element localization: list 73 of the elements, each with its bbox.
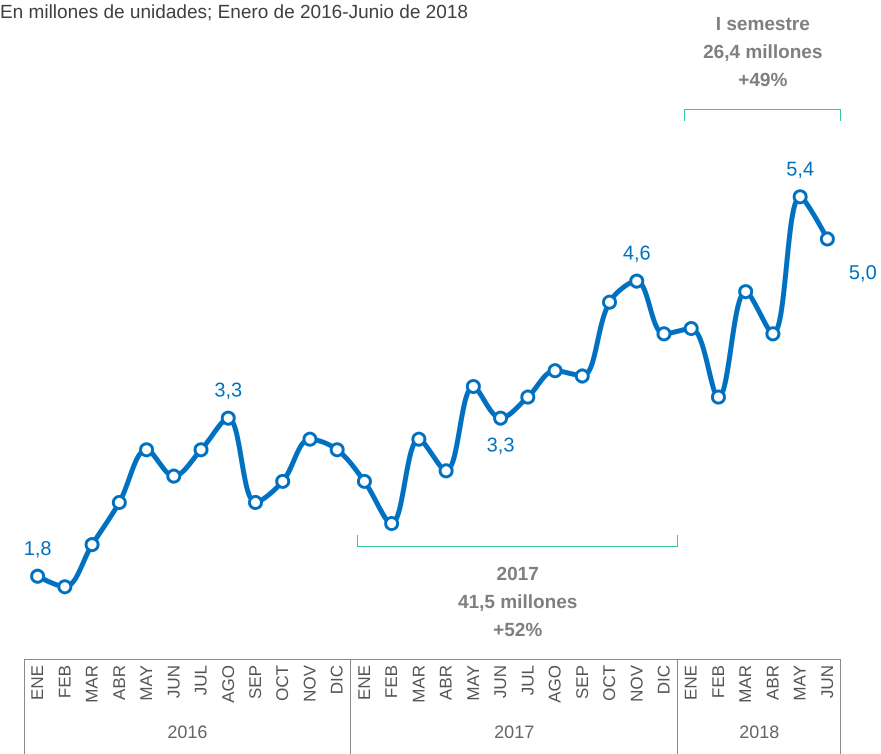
- x-tick-label: FEB: [55, 665, 74, 698]
- point: [302, 432, 318, 447]
- data-label: 4,6: [622, 242, 651, 265]
- point: [438, 463, 454, 478]
- x-tick-label: NOV: [627, 664, 646, 702]
- x-tick-label: MAY: [790, 665, 810, 701]
- x-tick-label: SEP: [246, 665, 265, 700]
- x-tick-label: SEP: [572, 665, 592, 700]
- text: 2016: [166, 722, 208, 743]
- point: [738, 284, 754, 300]
- data-label: 5,0: [848, 262, 877, 284]
- point: [520, 390, 536, 405]
- x-tick-label: ENE: [28, 665, 48, 700]
- point: [602, 294, 618, 310]
- point: [411, 432, 426, 447]
- point: [330, 442, 345, 458]
- point: [548, 363, 563, 378]
- x-tick-label: OCT: [273, 665, 292, 701]
- point: [792, 189, 808, 204]
- data-label: 3,3: [214, 380, 242, 402]
- chart-title: En millones de unidades; Enero de 2016-Junio de 2018: [0, 2, 468, 24]
- x-tick-label: ENE: [682, 665, 701, 700]
- point: [84, 537, 100, 552]
- text: I semestre 26,4 millones +49%: [702, 12, 824, 93]
- point: [384, 516, 400, 532]
- point: [194, 442, 209, 458]
- x-tick-label: DIC: [654, 665, 674, 694]
- data-label: 3,3: [486, 434, 514, 457]
- x-tick-label: AGO: [546, 665, 565, 703]
- point: [765, 326, 780, 342]
- x-tick-label: FEB: [708, 665, 728, 698]
- data-label: 5,4: [786, 158, 814, 180]
- x-tick-label: JUL: [192, 665, 211, 696]
- x-tick-label: OCT: [600, 665, 620, 701]
- text: 41,5 millones +52%: [458, 592, 578, 641]
- point: [684, 321, 699, 336]
- x-tick-label: ABR: [763, 665, 782, 700]
- point: [466, 379, 481, 394]
- x-tick-label: MAR: [82, 665, 102, 703]
- point: [656, 326, 672, 342]
- x-tick-label: JUN: [818, 665, 837, 698]
- x-tick-label: ENE: [354, 665, 374, 700]
- x-tick-label: AGO: [218, 665, 238, 703]
- x-tick-label: MAR: [409, 665, 428, 703]
- x-tick-label: NOV: [300, 664, 320, 702]
- point: [220, 410, 236, 426]
- point: [57, 579, 72, 594]
- x-tick-label: JUN: [491, 665, 510, 698]
- x-tick-label: JUN: [164, 665, 184, 698]
- x-tick-label: MAY: [137, 665, 156, 701]
- point: [574, 368, 590, 384]
- text: 2018: [738, 722, 780, 743]
- point: [275, 474, 290, 489]
- point: [820, 231, 835, 246]
- x-tick-label: DIC: [328, 665, 347, 694]
- data-label: 1,8: [24, 538, 52, 560]
- point: [112, 494, 127, 510]
- x-tick-label: ABR: [110, 665, 129, 700]
- point: [493, 410, 508, 426]
- point: [30, 568, 46, 584]
- point: [166, 468, 182, 484]
- point: [356, 474, 372, 489]
- x-tick-label: FEB: [382, 665, 402, 698]
- point: [248, 494, 263, 510]
- point: [139, 442, 154, 458]
- x-tick-label: MAY: [464, 665, 483, 701]
- text: 2017: [494, 722, 534, 742]
- point: [710, 390, 726, 405]
- x-tick-label: MAR: [736, 665, 756, 703]
- point: [629, 274, 644, 289]
- x-tick-label: JUL: [518, 665, 538, 696]
- x-tick-label: ABR: [436, 665, 456, 700]
- annotation: 2017: [496, 562, 540, 587]
